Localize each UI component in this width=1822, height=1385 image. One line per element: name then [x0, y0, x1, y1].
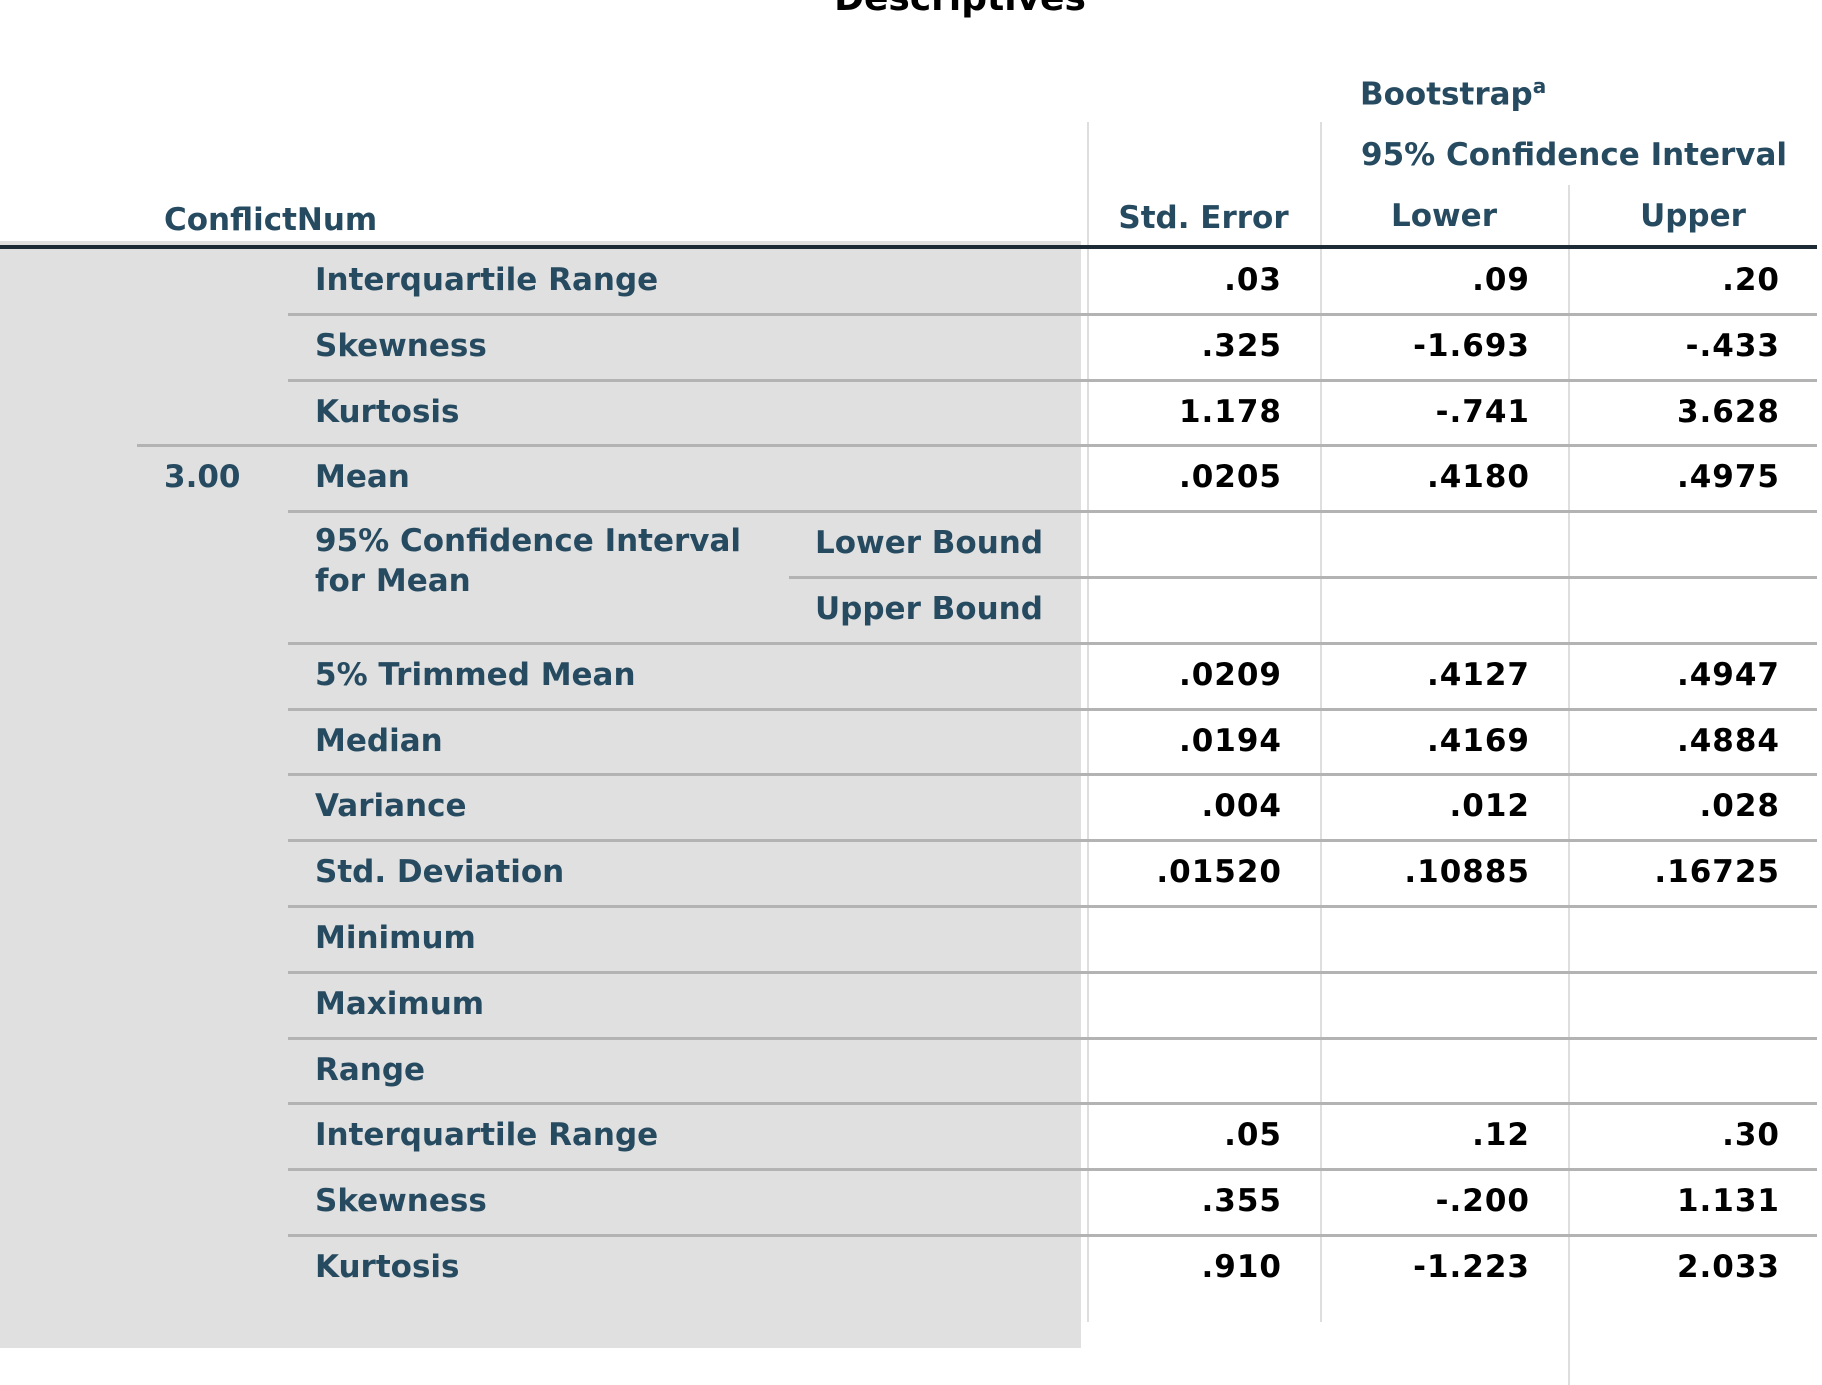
- row-label: 95% Confidence Interval for Mean: [315, 523, 742, 600]
- bootstrap-header: Bootstrapa: [1360, 74, 1546, 112]
- row-label: Range: [315, 1051, 426, 1088]
- std-error-value: .0209: [1178, 656, 1282, 693]
- table-title: Descriptives: [0, 0, 1822, 19]
- upper-value: .4947: [1676, 656, 1780, 693]
- upper-value: 1.131: [1676, 1183, 1780, 1220]
- row-header-area: [0, 248, 1081, 1348]
- row-divider: [288, 510, 1817, 514]
- lower-value: -1.223: [1413, 1249, 1530, 1285]
- row-label: 5% Trimmed Mean: [315, 656, 636, 693]
- upper-value: .4884: [1676, 722, 1780, 759]
- row-divider: [288, 1234, 1817, 1237]
- lower-value: .10885: [1404, 854, 1530, 891]
- lower-header: Lower: [1390, 198, 1497, 234]
- std-error-value: .03: [1224, 262, 1282, 298]
- row-divider: [288, 773, 1817, 777]
- row-divider: [288, 1036, 1817, 1040]
- row-label: Maximum: [315, 985, 485, 1022]
- std-error-value: 1.178: [1178, 393, 1282, 430]
- row-divider: [288, 707, 1817, 711]
- lower-value: -.200: [1435, 1183, 1530, 1220]
- header-strip: [0, 241, 1081, 248]
- gap: [1081, 248, 1087, 1348]
- row-divider: [288, 1168, 1817, 1172]
- lower-value: -.741: [1435, 393, 1530, 430]
- upper-value: .028: [1699, 788, 1780, 825]
- row-divider: [288, 312, 1817, 316]
- row-sublabel: Upper Bound: [815, 591, 1043, 627]
- bootstrap-label: Bootstrap: [1360, 76, 1533, 113]
- lower-value: .12: [1472, 1117, 1530, 1154]
- row-label: Kurtosis: [315, 1249, 460, 1285]
- upper-value: .16725: [1654, 854, 1780, 891]
- upper-value: .30: [1722, 1117, 1780, 1154]
- column-divider: [1087, 122, 1089, 1322]
- upper-header: Upper: [1640, 198, 1746, 234]
- lower-value: .4180: [1426, 459, 1530, 496]
- row-label: Skewness: [315, 1183, 487, 1220]
- row-label: Std. Deviation: [315, 854, 565, 891]
- std-error-value: .325: [1201, 327, 1282, 364]
- row-label: Minimum: [315, 920, 476, 956]
- row-divider: [288, 1102, 1817, 1106]
- std-error-value: .910: [1201, 1249, 1282, 1285]
- row-label: Kurtosis: [315, 393, 460, 430]
- column-divider: [1568, 185, 1570, 1385]
- row-sublabel: Lower Bound: [815, 525, 1044, 562]
- row-label: Interquartile Range: [315, 262, 659, 298]
- row-label: Skewness: [315, 327, 487, 364]
- std-error-value: .05: [1224, 1117, 1282, 1154]
- footnote-marker: a: [1532, 74, 1547, 98]
- lower-value: .4169: [1426, 722, 1530, 759]
- upper-value: -.433: [1685, 327, 1780, 364]
- row-label: Interquartile Range: [315, 1117, 659, 1154]
- row-divider: [288, 970, 1817, 974]
- row-label: Mean: [315, 459, 410, 496]
- lower-value: .09: [1472, 262, 1530, 298]
- row-divider: [288, 905, 1817, 908]
- row-divider: [137, 444, 1817, 448]
- upper-value: .20: [1722, 262, 1780, 298]
- row-divider: [288, 378, 1817, 382]
- row-divider: [789, 576, 1817, 579]
- header-rule: [0, 245, 1817, 249]
- std-error-value: .01520: [1156, 854, 1282, 891]
- row-label: Median: [315, 722, 443, 759]
- upper-value: .4975: [1676, 459, 1780, 496]
- row-label: Variance: [315, 788, 467, 825]
- upper-value: 2.033: [1676, 1249, 1780, 1285]
- lower-value: -1.693: [1413, 327, 1530, 364]
- column-divider: [1320, 122, 1322, 1322]
- upper-value: 3.628: [1676, 393, 1780, 430]
- row-divider: [288, 641, 1817, 645]
- std-error-header: Std. Error: [1118, 200, 1289, 236]
- std-error-value: .0194: [1178, 722, 1282, 759]
- group-label: 3.00: [164, 459, 241, 496]
- std-error-value: .004: [1201, 788, 1282, 825]
- conflictnum-header: ConflictNum: [164, 202, 378, 238]
- row-divider: [288, 839, 1817, 843]
- std-error-value: .0205: [1178, 459, 1282, 496]
- std-error-value: .355: [1201, 1183, 1282, 1220]
- ci-header: 95% Confidence Interval: [1361, 137, 1788, 173]
- lower-value: .4127: [1426, 656, 1530, 693]
- lower-value: .012: [1449, 788, 1530, 825]
